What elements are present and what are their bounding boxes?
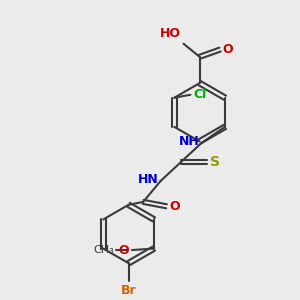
Text: NH: NH <box>178 135 199 148</box>
Text: S: S <box>210 155 220 169</box>
Text: O: O <box>169 200 180 213</box>
Text: HN: HN <box>138 173 158 186</box>
Text: Cl: Cl <box>193 88 207 101</box>
Text: O: O <box>222 43 233 56</box>
Text: CH₃: CH₃ <box>93 245 114 255</box>
Text: O: O <box>118 244 129 256</box>
Text: HO: HO <box>160 27 181 40</box>
Text: Br: Br <box>121 284 136 297</box>
